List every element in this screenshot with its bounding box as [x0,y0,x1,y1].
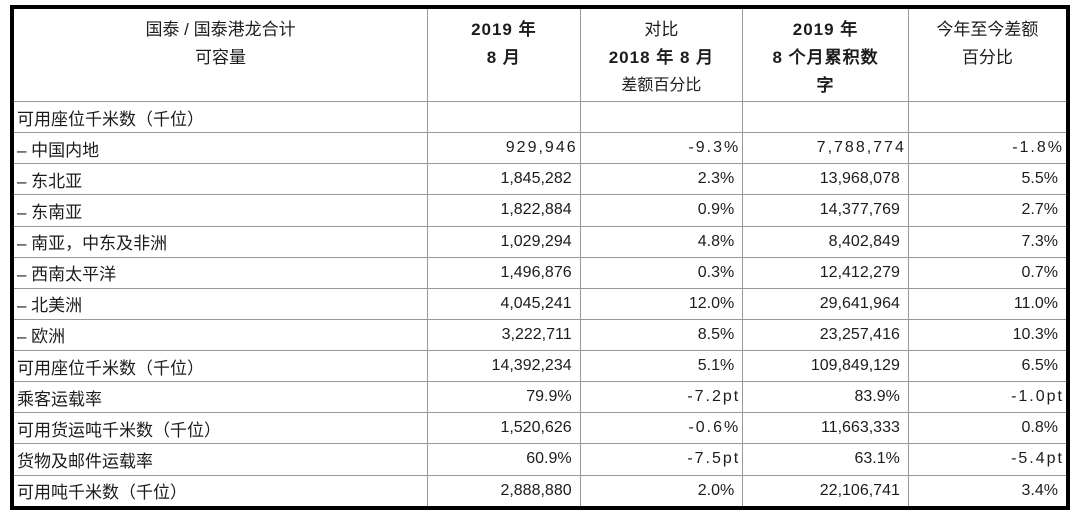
cell-ytd: 10.3% [907,318,1069,352]
header-row: 国泰 / 国泰港龙合计 可容量 2019 年 8 月 对比 2018 年 8 月… [11,6,1069,102]
cell-ytd: 11.0% [907,287,1069,320]
cell-vs2018: 0.9% [579,194,744,227]
header-cumulative-2019: 2019 年 8 个月累积数 字 [742,6,909,102]
cell-ytd: 3.4% [907,474,1069,509]
header-entity-line1: 国泰 / 国泰港龙合计 [145,20,296,39]
cell-label: – 北美洲 [11,287,429,320]
cell-label: 可用货运吨千米数（千位） [11,412,429,445]
cell-vs2018: 5.1% [579,349,744,383]
cell-ytd: 7.3% [907,225,1069,258]
cell-aug2019: 1,029,294 [427,225,581,258]
cell-cum2019: 11,663,333 [742,412,909,445]
header-vs2018-line1: 对比 [644,20,679,39]
cell-vs2018: -0.6% [579,412,744,445]
cell-vs2018: 8.5% [579,318,744,352]
cell-cum2019: 29,641,964 [742,287,909,320]
header-aug-2019: 2019 年 8 月 [427,6,581,102]
cell-aug2019: 79.9% [427,381,581,414]
cell-vs2018: 4.8% [579,225,744,258]
cell-cum2019: 83.9% [742,381,909,414]
cell-cum2019: 109,849,129 [742,349,909,383]
cell-cum2019 [742,100,909,134]
cell-aug2019: 4,045,241 [427,287,581,320]
cell-label: – 东北亚 [11,163,429,196]
table-row-north-america: – 北美洲 4,045,241 12.0% 29,641,964 11.0% [11,287,1069,320]
table-row-section-ask: 可用座位千米数（千位） [11,100,1069,134]
header-vs-aug-2018: 对比 2018 年 8 月 差额百分比 [579,6,744,102]
header-aug2019-line1: 2019 年 [471,20,537,39]
cell-ytd: 0.7% [907,256,1069,289]
cell-cum2019: 7,788,774 [742,132,909,165]
table-row-china-mainland: – 中国内地 929,946 -9.3% 7,788,774 -1.8% [11,132,1069,165]
cell-cum2019: 13,968,078 [742,163,909,196]
cell-label: 货物及邮件运载率 [11,443,429,476]
cell-ytd: -5.4pt [907,443,1069,476]
capacity-table: 国泰 / 国泰港龙合计 可容量 2019 年 8 月 对比 2018 年 8 月… [10,5,1070,510]
cell-ytd: -1.0pt [907,381,1069,414]
cell-label: 可用座位千米数（千位） [11,349,429,383]
cell-ytd: 5.5% [907,163,1069,196]
cell-aug2019: 1,845,282 [427,163,581,196]
cell-aug2019: 3,222,711 [427,318,581,352]
table-row-southwest-pacific: – 西南太平洋 1,496,876 0.3% 12,412,279 0.7% [11,256,1069,289]
table-row-cargo-tonne-km: 可用货运吨千米数（千位） 1,520,626 -0.6% 11,663,333 … [11,412,1069,445]
cell-vs2018: -9.3% [579,132,744,165]
table-row-passenger-load-factor: 乘客运载率 79.9% -7.2pt 83.9% -1.0pt [11,381,1069,414]
cell-vs2018: 0.3% [579,256,744,289]
cell-label: – 中国内地 [11,132,429,165]
cell-label: – 西南太平洋 [11,256,429,289]
header-ytd-variance: 今年至今差额 百分比 [907,6,1069,102]
cell-vs2018: -7.2pt [579,381,744,414]
cell-vs2018: -7.5pt [579,443,744,476]
cell-ytd: -1.8% [907,132,1069,165]
cell-aug2019: 2,888,880 [427,474,581,509]
cell-vs2018: 2.0% [579,474,744,509]
header-cum2019-line3: 字 [816,76,835,95]
table-row-ask-total: 可用座位千米数（千位） 14,392,234 5.1% 109,849,129 … [11,349,1069,383]
cell-vs2018: 12.0% [579,287,744,320]
header-entity-capacity: 国泰 / 国泰港龙合计 可容量 [11,6,429,102]
cell-aug2019: 1,520,626 [427,412,581,445]
cell-aug2019: 1,496,876 [427,256,581,289]
table-row-southeast-asia: – 东南亚 1,822,884 0.9% 14,377,769 2.7% [11,194,1069,227]
cell-aug2019: 1,822,884 [427,194,581,227]
cell-label: 可用吨千米数（千位） [11,474,429,509]
cell-ytd: 0.8% [907,412,1069,445]
cell-aug2019 [427,100,581,134]
cell-label: 可用座位千米数（千位） [11,100,429,134]
header-vs2018-line3: 差额百分比 [621,77,702,94]
header-ytd-line2: 百分比 [961,48,1013,67]
cell-cum2019: 14,377,769 [742,194,909,227]
cell-vs2018: 2.3% [579,163,744,196]
table-row-available-tonne-km: 可用吨千米数（千位） 2,888,880 2.0% 22,106,741 3.4… [11,474,1069,509]
cell-label: – 欧洲 [11,318,429,352]
header-aug2019-line2: 8 月 [486,48,521,67]
cell-cum2019: 12,412,279 [742,256,909,289]
cell-aug2019: 929,946 [427,132,581,165]
cell-cum2019: 23,257,416 [742,318,909,352]
cell-aug2019: 60.9% [427,443,581,476]
cell-ytd: 2.7% [907,194,1069,227]
cell-label: 乘客运载率 [11,381,429,414]
header-ytd-line1: 今年至今差额 [936,20,1039,39]
table-row-south-asia-mideast-africa: – 南亚，中东及非洲 1,029,294 4.8% 8,402,849 7.3% [11,225,1069,258]
cell-aug2019: 14,392,234 [427,349,581,383]
cell-label: – 南亚，中东及非洲 [11,225,429,258]
cell-label: – 东南亚 [11,194,429,227]
cell-ytd [907,100,1069,134]
header-entity-line2: 可容量 [195,48,247,67]
table-row-northeast-asia: – 东北亚 1,845,282 2.3% 13,968,078 5.5% [11,163,1069,196]
cell-cum2019: 8,402,849 [742,225,909,258]
cell-cum2019: 63.1% [742,443,909,476]
table-row-europe: – 欧洲 3,222,711 8.5% 23,257,416 10.3% [11,318,1069,352]
table-row-cargo-mail-load-factor: 货物及邮件运载率 60.9% -7.5pt 63.1% -5.4pt [11,443,1069,476]
cell-cum2019: 22,106,741 [742,474,909,509]
header-cum2019-line1: 2019 年 [792,20,859,39]
cell-ytd: 6.5% [907,349,1069,383]
header-cum2019-line2: 8 个月累积数 [772,48,879,67]
header-vs2018-line2: 2018 年 8 月 [608,48,715,67]
cell-vs2018 [579,100,744,134]
